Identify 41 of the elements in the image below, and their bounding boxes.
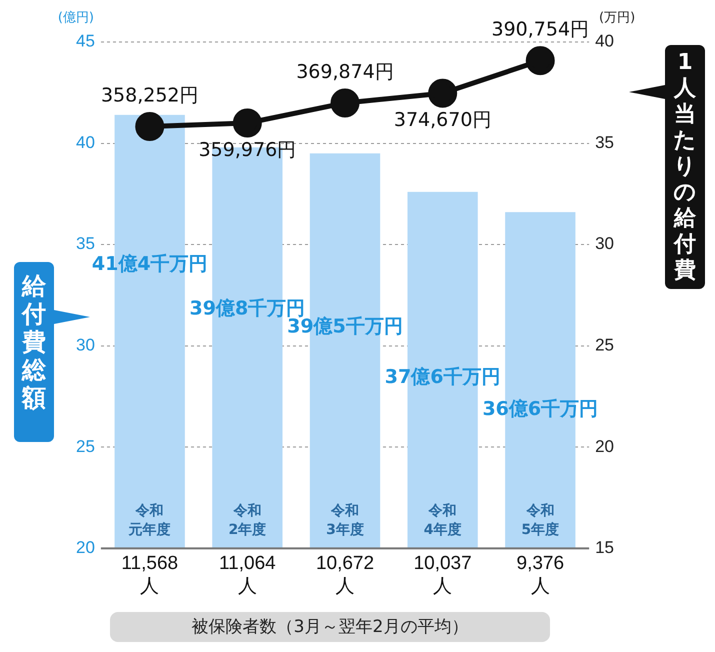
- x-tick-label: 11,064 人: [219, 553, 276, 597]
- x-tick-label: 11,568 人: [121, 553, 178, 597]
- y-tick-label: 45: [76, 32, 95, 51]
- y-tick-label: 20: [76, 538, 95, 558]
- annotation: 41億4千万円: [92, 252, 208, 275]
- y2-tick-label: 30: [595, 234, 614, 254]
- y-axis-title: 給付費総額: [20, 272, 47, 412]
- annotation: 令和元年度: [128, 503, 171, 538]
- y-tick-label: 35: [76, 234, 95, 254]
- x-tick-label: 10,672 人: [316, 553, 374, 597]
- x-tick-label: 10,037 人: [414, 553, 472, 597]
- x-axis-title: 被保険者数（3月～翌年2月の平均）: [110, 612, 550, 642]
- text: 1人当たりの給付費: [674, 50, 696, 283]
- annotation: 358,252円: [100, 84, 199, 106]
- point: [428, 78, 458, 108]
- y-tick-label: 40: [76, 132, 95, 152]
- point: [135, 112, 164, 141]
- y-tick-label: 25: [76, 436, 95, 456]
- text: 390,754円: [491, 18, 590, 41]
- annotation: 令和2年度: [228, 503, 266, 538]
- y2-tick-label: 20: [595, 436, 614, 456]
- text: (億円): [58, 10, 94, 26]
- y-tick-label: 30: [76, 336, 95, 355]
- point: [330, 88, 360, 118]
- x-tick-label: 9,376 人: [516, 553, 564, 597]
- annotation: 37億6千万円: [384, 366, 500, 388]
- annotation: 36億6千万円: [482, 398, 598, 420]
- annotation: 39億8千万円: [190, 297, 306, 320]
- y2-tick-label: 35: [595, 132, 614, 152]
- y2-tick-label: 15: [595, 538, 614, 558]
- point: [526, 46, 555, 76]
- y2-tick-label: 40: [595, 32, 614, 51]
- annotation: 374,670円: [394, 109, 492, 132]
- text: (万円): [599, 10, 636, 26]
- annotation: 令和5年度: [521, 503, 560, 538]
- point: [232, 108, 262, 138]
- y2-tick-label: 25: [595, 336, 614, 355]
- annotation: 369,874円: [296, 60, 394, 83]
- annotation: 令和4年度: [424, 503, 462, 538]
- annotation: 令和3年度: [326, 503, 364, 538]
- annotation: 359,976円: [198, 138, 296, 161]
